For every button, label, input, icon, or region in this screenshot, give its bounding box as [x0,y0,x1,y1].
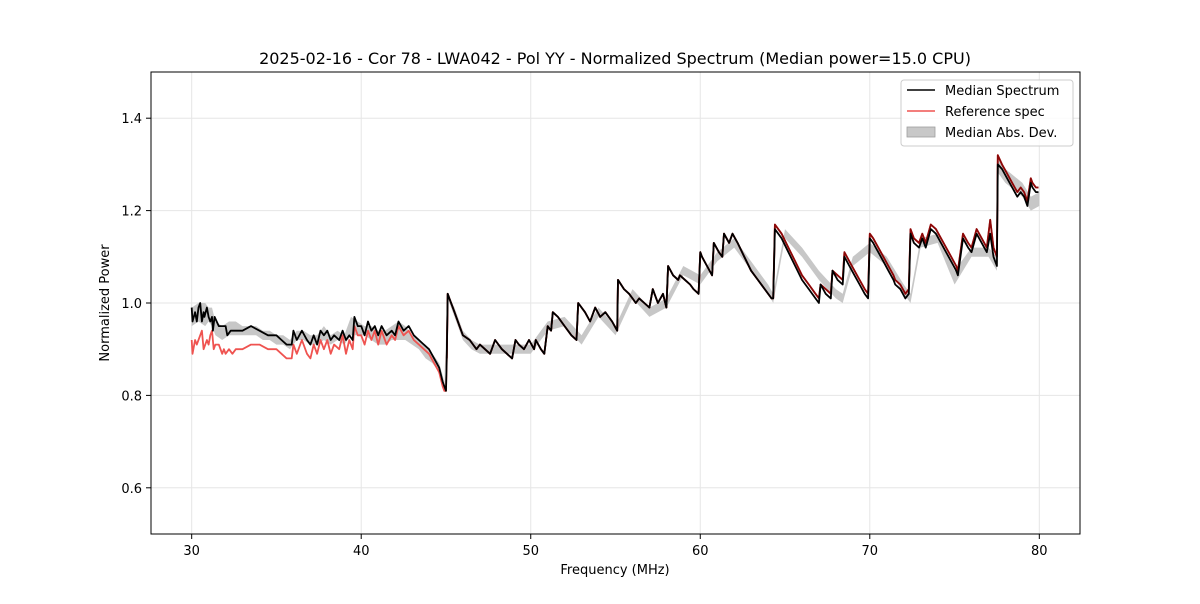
y-axis-label: Normalized Power [98,244,113,362]
ticks-layer: 30 40 50 60 70 80 0.6 0.8 1.0 1.2 1.4 [121,112,1047,559]
legend-label-reference: Reference spec [945,105,1045,120]
chart-title: 2025-02-16 - Cor 78 - LWA042 - Pol YY - … [259,49,971,68]
x-tick-label: 60 [692,544,709,559]
y-tick-label: 1.0 [121,297,142,312]
median-line-layer [190,163,1039,392]
x-tick-label: 30 [183,544,200,559]
y-tick-label: 0.8 [121,389,142,404]
legend-box [900,79,1074,147]
legend-label-mad: Median Abs. Dev. [945,126,1057,141]
mad-band [191,159,1040,391]
x-tick-label: 50 [522,544,539,559]
x-tick-label: 40 [353,544,370,559]
y-tick-label: 0.6 [121,482,142,497]
median-spectrum-line [190,163,1039,392]
legend-swatch-mad [906,126,936,138]
x-tick-label: 70 [862,544,879,559]
legend-label-median: Median Spectrum [945,84,1059,99]
y-tick-label: 1.2 [121,205,142,220]
x-axis-label: Frequency (MHz) [560,563,669,578]
legend: Median Spectrum Reference spec Median Ab… [900,79,1074,147]
mad-band-layer [191,159,1040,391]
x-tick-label: 80 [1031,544,1048,559]
y-tick-label: 1.4 [121,112,142,127]
